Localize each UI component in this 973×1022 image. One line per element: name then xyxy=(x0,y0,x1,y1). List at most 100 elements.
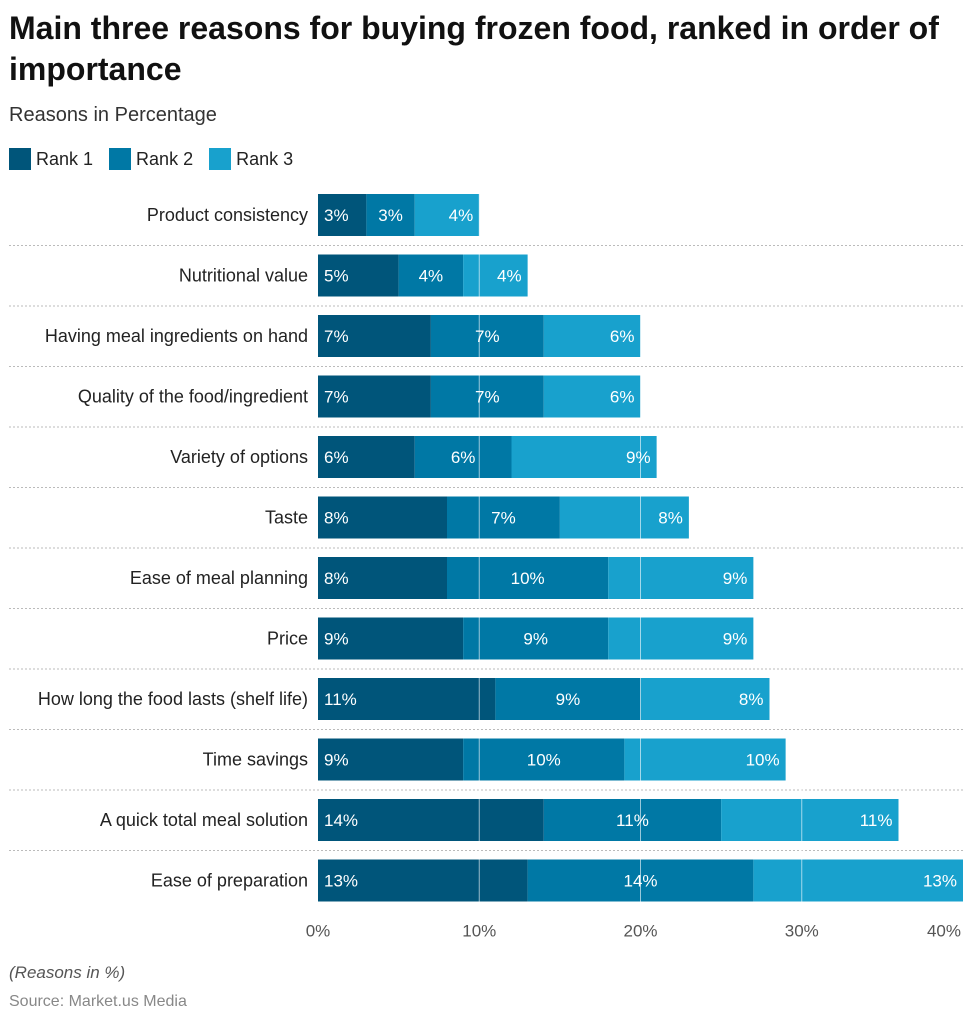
bar-segment xyxy=(543,315,641,357)
bar-chart: Product consistency 3% 3% 4% Nutritional val… xyxy=(9,194,963,941)
bar-segment xyxy=(398,254,464,297)
legend-swatch xyxy=(109,148,132,170)
data-label: 11% xyxy=(616,811,649,830)
category-label: A quick total meal solution xyxy=(100,810,308,830)
x-tick-label: 40% xyxy=(927,922,961,941)
category-label: Nutritional value xyxy=(179,266,308,286)
category-label: Ease of meal planning xyxy=(130,568,308,588)
data-label: 7% xyxy=(491,509,516,528)
legend: Rank 1 Rank 2 Rank 3 xyxy=(9,148,293,170)
category-label: How long the food lasts (shelf life) xyxy=(38,689,308,709)
data-label: 8% xyxy=(658,509,683,528)
bar-segment xyxy=(318,375,431,418)
bar-segment xyxy=(318,799,544,841)
legend-item-rank-2: Rank 2 xyxy=(109,148,193,170)
data-label: 13% xyxy=(324,872,358,891)
legend-swatch xyxy=(9,148,31,170)
category-label: Taste xyxy=(265,508,308,528)
data-label: 10% xyxy=(527,751,561,770)
bar-segment xyxy=(511,436,657,478)
bar-segment xyxy=(318,436,415,478)
chart-note: (Reasons in %) xyxy=(9,963,126,982)
data-label: 9% xyxy=(324,630,349,649)
data-label: 9% xyxy=(556,690,581,709)
data-label: 10% xyxy=(746,751,780,770)
bar-segment xyxy=(447,496,560,539)
data-label: 6% xyxy=(610,327,635,346)
category-label: Having meal ingredients on hand xyxy=(45,326,308,346)
x-tick-label: 0% xyxy=(306,922,331,941)
category-label: Variety of options xyxy=(170,447,308,467)
bar-segment xyxy=(318,617,464,660)
data-label: 11% xyxy=(860,811,893,830)
legend-swatch xyxy=(209,148,232,170)
bar-segment xyxy=(318,738,464,781)
bar-segment xyxy=(640,678,770,720)
bar-segment xyxy=(318,194,367,236)
data-label: 4% xyxy=(497,267,522,286)
bar-segment xyxy=(318,315,431,357)
data-label: 8% xyxy=(324,509,349,528)
category-label: Product consistency xyxy=(147,205,308,225)
bar-segment xyxy=(543,799,722,841)
bar-segment xyxy=(366,194,415,236)
bar-segment xyxy=(721,799,899,841)
x-tick-label: 10% xyxy=(462,922,496,941)
bar-segment xyxy=(543,375,641,418)
data-label: 10% xyxy=(511,569,545,588)
data-label: 7% xyxy=(324,327,349,346)
data-label: 7% xyxy=(475,388,500,407)
data-label: 14% xyxy=(324,811,358,830)
data-label: 9% xyxy=(324,751,349,770)
bar-segment xyxy=(608,557,754,599)
data-label: 9% xyxy=(626,448,651,467)
data-label: 9% xyxy=(523,630,548,649)
category-label: Quality of the food/ingredient xyxy=(78,387,308,407)
legend-label: Rank 3 xyxy=(236,148,294,169)
data-label: 7% xyxy=(475,327,500,346)
bar-segment xyxy=(318,254,399,297)
bar-segment xyxy=(430,315,544,357)
x-tick-label: 20% xyxy=(623,922,657,941)
data-label: 6% xyxy=(451,448,476,467)
data-label: 8% xyxy=(324,569,349,588)
bar-segment xyxy=(414,194,480,236)
bar-segment xyxy=(624,738,786,781)
bar-segment xyxy=(430,375,544,418)
data-label: 6% xyxy=(610,388,635,407)
bar-segment xyxy=(463,738,625,781)
data-label: 11% xyxy=(324,690,357,709)
bar-segment xyxy=(463,254,528,297)
data-label: 7% xyxy=(324,388,349,407)
x-tick-label: 30% xyxy=(785,922,819,941)
bar-segment xyxy=(753,859,963,902)
source-credit: Source: Market.us Media xyxy=(9,993,187,1010)
bar-segment xyxy=(608,617,754,660)
legend-label: Rank 1 xyxy=(36,148,94,169)
data-label: 5% xyxy=(324,267,349,286)
bar-segment xyxy=(318,557,447,599)
bar-segment xyxy=(318,678,496,720)
bar-segment xyxy=(414,436,512,478)
chart-title: Main three reasons for buying frozen foo… xyxy=(9,10,939,87)
legend-item-rank-1: Rank 1 xyxy=(9,148,93,170)
data-label: 3% xyxy=(324,206,349,225)
chart-subtitle: Reasons in Percentage xyxy=(9,104,217,126)
data-label: 9% xyxy=(723,569,748,588)
data-label: 4% xyxy=(419,267,444,286)
legend-item-rank-3: Rank 3 xyxy=(209,148,293,170)
data-label: 8% xyxy=(739,690,764,709)
bar-segment xyxy=(495,678,641,720)
data-label: 13% xyxy=(923,872,957,891)
data-label: 6% xyxy=(324,448,349,467)
data-label: 3% xyxy=(378,206,403,225)
bar-segment xyxy=(559,496,689,539)
data-label: 9% xyxy=(723,630,748,649)
legend-label: Rank 2 xyxy=(136,148,194,169)
bar-segment xyxy=(318,859,528,902)
bar-segment xyxy=(447,557,609,599)
category-label: Ease of preparation xyxy=(151,871,308,891)
category-label: Time savings xyxy=(203,750,308,770)
category-label: Price xyxy=(267,629,308,649)
bar-segment xyxy=(463,617,609,660)
